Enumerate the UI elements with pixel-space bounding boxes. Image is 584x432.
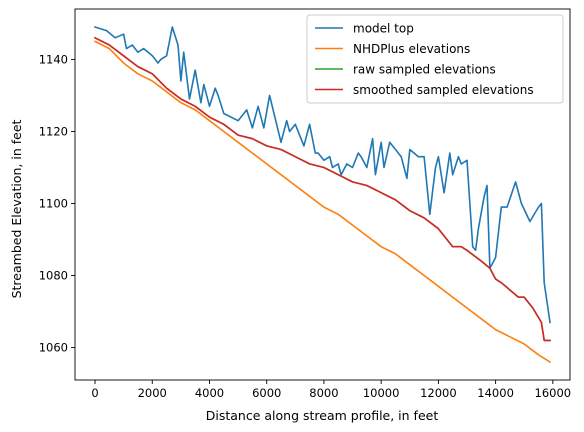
plot-frame	[74, 8, 571, 381]
y-tick-label: 1140	[39, 52, 68, 66]
x-tick-label: 12000	[420, 386, 457, 400]
x-tick-label: 14000	[477, 386, 514, 400]
legend-box	[306, 14, 564, 104]
y-tick-label: 1080	[39, 269, 68, 283]
y-tick-label: 1100	[39, 197, 68, 211]
x-tick-label: 4000	[195, 386, 224, 400]
y-tick-label: 1060	[39, 341, 68, 355]
x-tick-label: 16000	[535, 386, 572, 400]
x-axis: 0 2000 4000 6000 8000 10000 12000 14000 16000	[91, 380, 571, 400]
legend-entry-0: model top	[353, 22, 414, 36]
x-tick-label: 10000	[363, 386, 400, 400]
x-tick-label: 2000	[138, 386, 167, 400]
y-tick-label: 1120	[39, 124, 68, 138]
legend: model top NHDPlus elevations raw sampled e…	[306, 14, 564, 104]
x-tick-label: 8000	[309, 386, 338, 400]
x-tick-label: 0	[91, 386, 98, 400]
legend-entry-2: raw sampled elevations	[353, 63, 496, 77]
legend-entry-1: NHDPlus elevations	[353, 42, 470, 56]
y-axis-label: Streambed Elevation, in feet	[9, 119, 24, 298]
series-line-1	[93, 40, 552, 364]
series-line-0	[93, 25, 551, 324]
x-tick-label: 6000	[252, 386, 281, 400]
x-axis-label: Distance along stream profile, in feet	[206, 408, 439, 423]
series-line-3	[93, 36, 551, 342]
legend-entry-3: smoothed sampled elevations	[353, 83, 534, 97]
y-axis: 1060 1080 1100 1120 1140	[39, 52, 75, 355]
